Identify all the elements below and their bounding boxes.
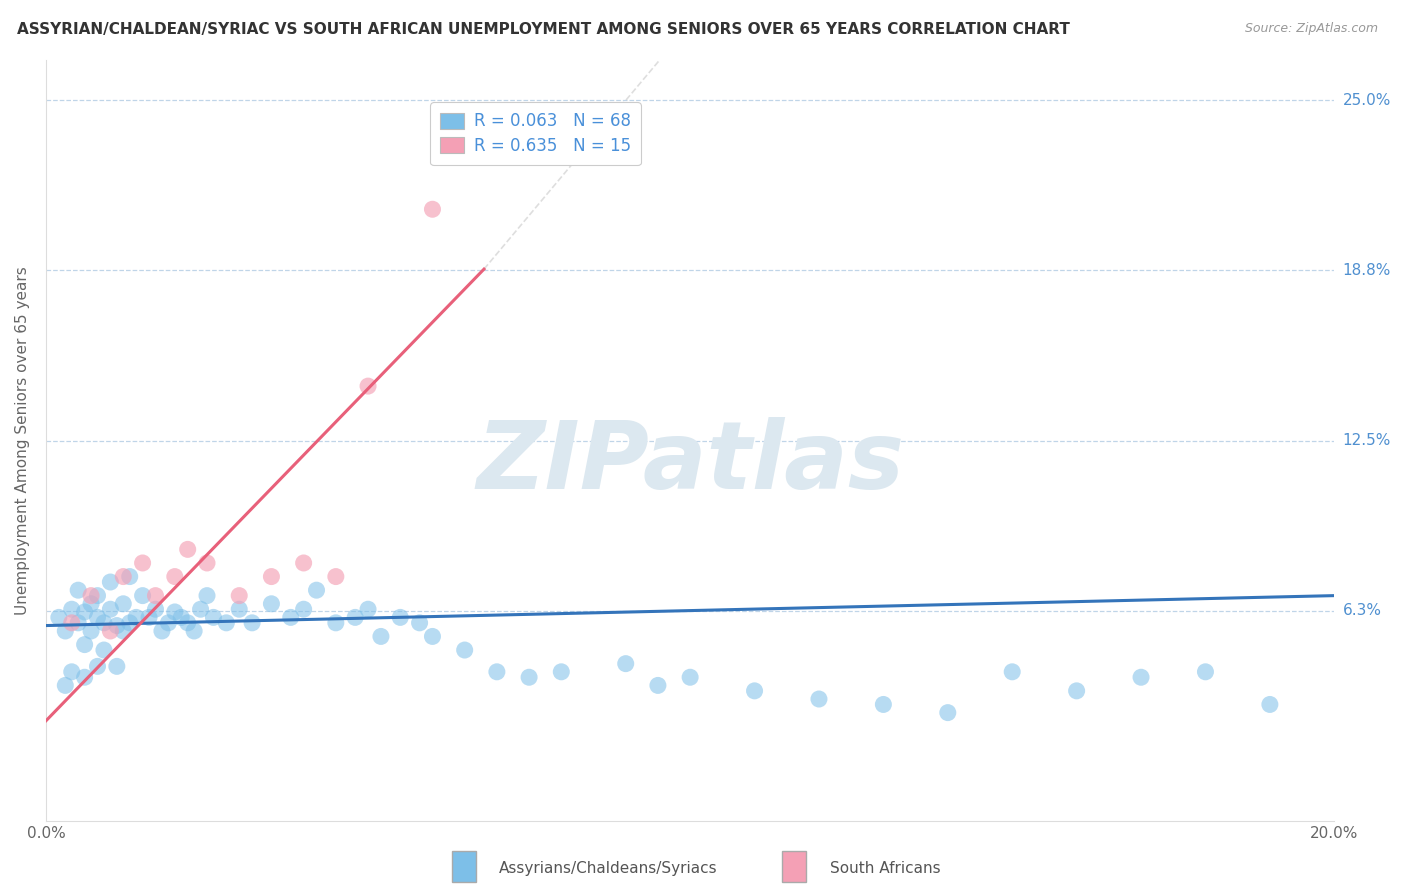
Point xyxy=(389,610,412,624)
Point xyxy=(86,610,108,624)
Point xyxy=(228,589,250,603)
Text: South Africans: South Africans xyxy=(830,861,941,876)
Point xyxy=(138,610,160,624)
Point xyxy=(80,589,103,603)
Point xyxy=(183,624,205,638)
Point xyxy=(807,692,830,706)
Point xyxy=(105,618,128,632)
Point xyxy=(73,638,96,652)
Point xyxy=(112,569,135,583)
Point xyxy=(344,610,367,624)
Point xyxy=(53,678,76,692)
Point xyxy=(163,605,186,619)
Text: 12.5%: 12.5% xyxy=(1343,433,1391,448)
Text: 18.8%: 18.8% xyxy=(1343,263,1391,278)
Point xyxy=(357,602,380,616)
Point xyxy=(1194,665,1216,679)
Point xyxy=(100,602,122,616)
Point xyxy=(73,605,96,619)
Point xyxy=(485,665,508,679)
Point xyxy=(145,602,167,616)
Point xyxy=(100,624,122,638)
Point xyxy=(131,556,153,570)
Point xyxy=(195,556,218,570)
Point xyxy=(215,615,238,630)
Point xyxy=(145,589,167,603)
Point xyxy=(118,615,141,630)
Point xyxy=(614,657,637,671)
Text: 25.0%: 25.0% xyxy=(1343,93,1391,108)
Point xyxy=(80,624,103,638)
Point xyxy=(112,624,135,638)
Text: Assyrians/Chaldeans/Syriacs: Assyrians/Chaldeans/Syriacs xyxy=(499,861,717,876)
Point xyxy=(118,569,141,583)
Point xyxy=(872,698,894,712)
Point xyxy=(325,615,347,630)
Point xyxy=(1001,665,1024,679)
Point xyxy=(517,670,540,684)
Point xyxy=(408,615,430,630)
Point xyxy=(228,602,250,616)
Point xyxy=(1130,670,1153,684)
Point xyxy=(370,629,392,643)
Point xyxy=(195,589,218,603)
Point xyxy=(1258,698,1281,712)
Point xyxy=(93,615,115,630)
Point xyxy=(240,615,263,630)
Point xyxy=(80,597,103,611)
Point xyxy=(157,615,180,630)
Point xyxy=(93,643,115,657)
Point xyxy=(176,615,198,630)
Point xyxy=(125,610,148,624)
Text: 6.3%: 6.3% xyxy=(1343,603,1382,618)
Text: ASSYRIAN/CHALDEAN/SYRIAC VS SOUTH AFRICAN UNEMPLOYMENT AMONG SENIORS OVER 65 YEA: ASSYRIAN/CHALDEAN/SYRIAC VS SOUTH AFRICA… xyxy=(17,22,1070,37)
Point xyxy=(280,610,302,624)
Point xyxy=(292,556,315,570)
Point xyxy=(744,684,766,698)
Point xyxy=(67,615,90,630)
Legend: R = 0.063   N = 68, R = 0.635   N = 15: R = 0.063 N = 68, R = 0.635 N = 15 xyxy=(430,103,641,165)
Point xyxy=(422,629,444,643)
Point xyxy=(60,665,83,679)
Point xyxy=(48,610,70,624)
Point xyxy=(422,202,444,217)
Point xyxy=(86,659,108,673)
Point xyxy=(190,602,212,616)
Point xyxy=(105,659,128,673)
Point xyxy=(305,583,328,598)
Point xyxy=(292,602,315,616)
Text: Source: ZipAtlas.com: Source: ZipAtlas.com xyxy=(1244,22,1378,36)
Point xyxy=(53,624,76,638)
Point xyxy=(176,542,198,557)
Point xyxy=(202,610,225,624)
Point xyxy=(150,624,173,638)
Point xyxy=(170,610,193,624)
Point xyxy=(131,589,153,603)
Point xyxy=(260,569,283,583)
Point xyxy=(100,574,122,589)
Point xyxy=(73,670,96,684)
Point xyxy=(357,379,380,393)
Point xyxy=(112,597,135,611)
Point xyxy=(679,670,702,684)
Point xyxy=(453,643,475,657)
Point xyxy=(325,569,347,583)
Point xyxy=(647,678,669,692)
Point xyxy=(67,583,90,598)
Point xyxy=(60,602,83,616)
Point xyxy=(260,597,283,611)
Point xyxy=(86,589,108,603)
Y-axis label: Unemployment Among Seniors over 65 years: Unemployment Among Seniors over 65 years xyxy=(15,266,30,615)
Text: ZIPatlas: ZIPatlas xyxy=(477,417,904,509)
Point xyxy=(60,615,83,630)
Point xyxy=(1066,684,1088,698)
Point xyxy=(550,665,572,679)
Point xyxy=(163,569,186,583)
Point xyxy=(936,706,959,720)
